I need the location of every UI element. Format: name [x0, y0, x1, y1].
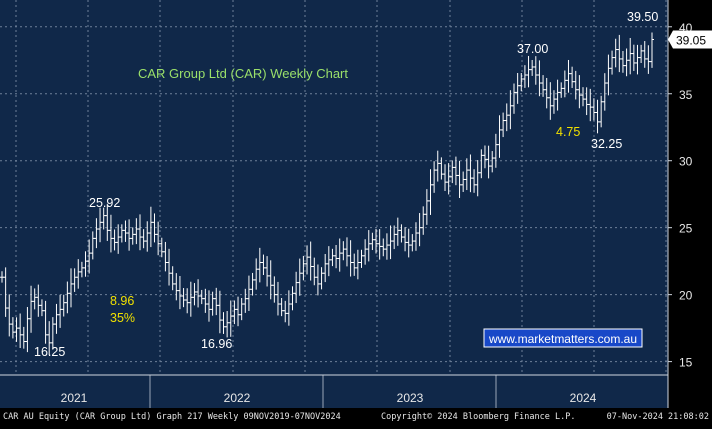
annotation-rise-amount: 8.96 [110, 294, 134, 308]
last-value-tag [668, 30, 712, 49]
annotation-high-2024b: 39.50 [627, 10, 658, 24]
y-tick-label: 30 [679, 155, 693, 169]
x-tick-label: 2024 [570, 391, 597, 405]
footer-timestamp: 07-Nov-2024 21:08:02 [606, 412, 709, 422]
chart-footer: CAR AU Equity (CAR Group Ltd) Graph 217 … [0, 408, 712, 424]
annotation-rise-percent: 35% [110, 311, 135, 325]
annotation-low-2020: 16.25 [34, 345, 65, 359]
annotation-high-2021: 25.92 [89, 196, 120, 210]
x-tick-label: 2022 [224, 391, 251, 405]
x-axis-band [0, 375, 668, 408]
annotation-low-2022: 16.96 [201, 337, 232, 351]
y-tick-label: 15 [679, 356, 693, 370]
x-tick-label: 2023 [397, 391, 424, 405]
annotation-dip-amount: 4.75 [556, 125, 580, 139]
x-tick-label: 2021 [61, 391, 88, 405]
annotation-low-2024: 32.25 [591, 137, 622, 151]
footer-copyright: Copyright© 2024 Bloomberg Finance L.P. [381, 412, 576, 422]
footer-security-info: CAR AU Equity (CAR Group Ltd) Graph 217 … [3, 412, 341, 422]
annotation-high-2024a: 37.00 [517, 42, 548, 56]
y-tick-label: 20 [679, 289, 693, 303]
y-tick-label: 35 [679, 88, 693, 102]
chart-title: CAR Group Ltd (CAR) Weekly Chart [138, 66, 348, 81]
watermark-box [483, 328, 643, 348]
y-tick-label: 25 [679, 222, 693, 236]
plot-area [0, 0, 668, 375]
watermark-text: www.marketmatters.com.au [488, 332, 637, 346]
last-value-label: 39.05 [676, 34, 706, 48]
